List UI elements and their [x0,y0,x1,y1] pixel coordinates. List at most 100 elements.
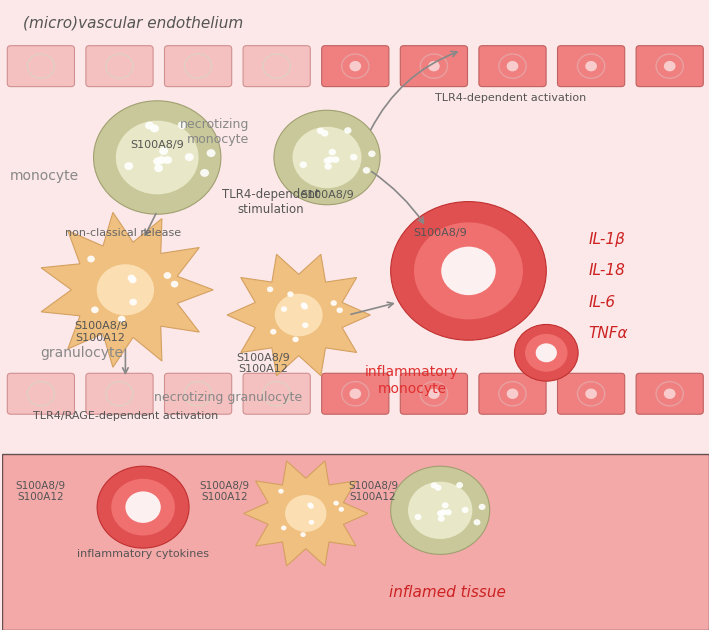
Circle shape [430,483,437,488]
FancyBboxPatch shape [243,373,311,415]
Circle shape [287,291,294,297]
Circle shape [293,127,362,188]
Circle shape [363,167,370,174]
FancyBboxPatch shape [636,45,703,86]
Circle shape [153,158,162,165]
Text: S100A8/9
S100A12: S100A8/9 S100A12 [237,353,290,374]
Circle shape [125,491,161,523]
FancyBboxPatch shape [7,373,74,415]
Circle shape [206,149,216,157]
Circle shape [428,389,440,399]
Polygon shape [227,255,370,375]
Circle shape [97,466,189,548]
Polygon shape [244,461,368,566]
Circle shape [164,272,171,279]
Text: S100A8/9
S100A12: S100A8/9 S100A12 [348,481,398,502]
Circle shape [145,122,154,130]
Circle shape [664,61,676,71]
Circle shape [328,149,336,156]
Text: monocyte: monocyte [9,169,79,183]
Circle shape [507,61,518,71]
Circle shape [332,156,340,163]
Circle shape [462,507,469,513]
Circle shape [428,61,440,71]
FancyBboxPatch shape [636,373,703,415]
FancyBboxPatch shape [322,45,389,86]
FancyBboxPatch shape [164,45,232,86]
Circle shape [130,299,137,306]
Circle shape [96,264,154,315]
Circle shape [368,151,376,157]
Circle shape [525,334,567,372]
Circle shape [308,520,314,525]
Polygon shape [41,212,213,367]
Text: TLR4-dependent activation: TLR4-dependent activation [435,93,586,103]
Circle shape [327,156,334,163]
Text: IL-18: IL-18 [588,263,625,278]
Circle shape [267,287,273,292]
Circle shape [325,163,332,169]
Circle shape [302,323,308,328]
Circle shape [391,466,490,554]
FancyBboxPatch shape [401,373,467,415]
Circle shape [441,246,496,295]
Circle shape [350,61,361,71]
Text: S100A8/9
S100A12: S100A8/9 S100A12 [16,481,65,502]
Circle shape [442,502,449,508]
Circle shape [437,515,445,522]
Circle shape [323,158,331,164]
FancyBboxPatch shape [7,45,74,86]
Circle shape [116,121,199,194]
Circle shape [129,277,137,284]
Circle shape [445,509,452,515]
FancyBboxPatch shape [479,45,546,86]
Circle shape [285,495,326,532]
Circle shape [308,504,314,509]
FancyBboxPatch shape [322,373,389,415]
Text: S100A8/9: S100A8/9 [413,228,467,238]
Circle shape [150,125,159,132]
FancyBboxPatch shape [479,373,546,415]
Circle shape [474,519,481,525]
Text: (micro)vascular endothelium: (micro)vascular endothelium [23,16,243,31]
Circle shape [301,302,307,308]
Text: IL-1β: IL-1β [588,232,625,247]
Circle shape [350,389,361,399]
Circle shape [456,482,463,488]
Text: inflammatory
monocyte: inflammatory monocyte [365,365,459,396]
Circle shape [111,479,175,536]
Circle shape [87,256,95,263]
Text: necrotizing
monocyte: necrotizing monocyte [180,118,249,146]
Circle shape [200,169,209,177]
Circle shape [185,153,194,161]
Circle shape [330,301,337,306]
Circle shape [300,161,307,168]
Circle shape [408,481,472,539]
FancyBboxPatch shape [86,373,153,415]
Text: inflamed tissue: inflamed tissue [389,585,506,600]
Circle shape [435,484,442,491]
Text: necrotizing granulocyte: necrotizing granulocyte [154,391,302,404]
Circle shape [281,525,286,530]
Circle shape [292,336,298,342]
Circle shape [124,162,133,170]
Circle shape [91,306,99,313]
Circle shape [337,307,343,313]
Circle shape [163,156,172,164]
Text: granulocyte: granulocyte [40,346,123,360]
Text: inflammatory cytokines: inflammatory cytokines [77,549,209,559]
FancyBboxPatch shape [401,45,467,86]
Circle shape [350,154,357,161]
Circle shape [507,389,518,399]
FancyBboxPatch shape [557,45,625,86]
Circle shape [321,130,328,137]
Circle shape [515,324,578,381]
Circle shape [479,504,486,510]
Circle shape [308,503,313,507]
Circle shape [585,389,597,399]
Circle shape [585,61,597,71]
Text: S100A8/9: S100A8/9 [130,140,184,150]
Text: TNFα: TNFα [588,326,628,341]
Circle shape [157,156,166,164]
Circle shape [154,164,163,172]
